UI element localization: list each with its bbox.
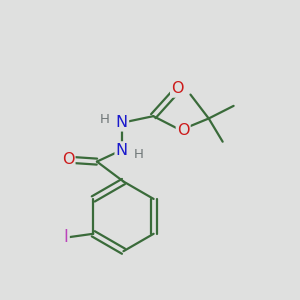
Text: I: I — [64, 228, 68, 246]
Text: H: H — [100, 113, 110, 126]
Text: O: O — [62, 152, 74, 167]
Text: N: N — [116, 115, 128, 130]
Text: O: O — [171, 82, 184, 97]
Text: O: O — [177, 123, 189, 138]
Text: H: H — [134, 148, 144, 161]
Text: N: N — [116, 142, 128, 158]
